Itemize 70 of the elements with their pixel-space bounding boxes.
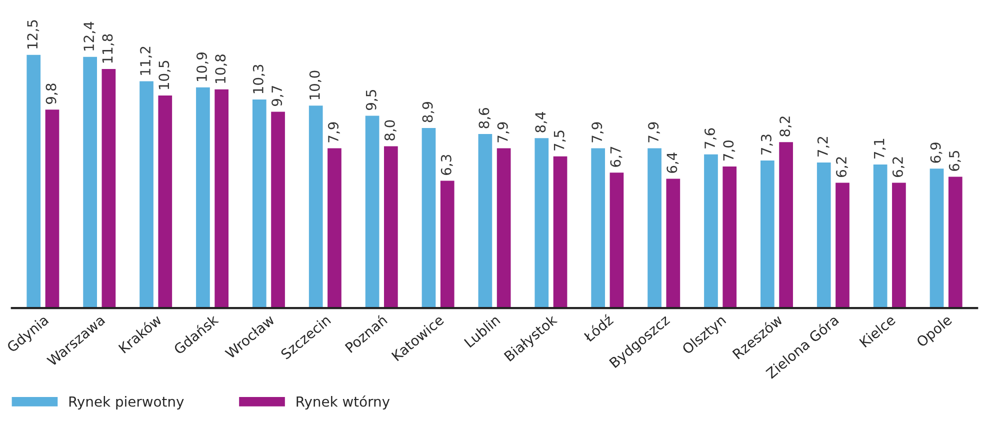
data-label: 6,7	[610, 146, 622, 167]
data-label: 8,2	[780, 116, 792, 136]
bar	[251, 98, 268, 308]
bar	[476, 132, 494, 308]
data-label: 8,9	[422, 102, 434, 122]
bar	[646, 146, 663, 308]
data-label: 6,4	[666, 152, 679, 173]
data-label: 12,4	[84, 22, 96, 50]
data-label: 6,9	[930, 142, 942, 163]
data-label: 7,9	[592, 122, 604, 142]
data-label: 7,9	[497, 122, 510, 142]
bar	[100, 68, 118, 308]
bar	[44, 108, 61, 308]
bar	[664, 177, 682, 308]
data-label: 7,0	[723, 140, 736, 161]
data-label: 10,9	[196, 52, 208, 81]
data-label: 7,3	[760, 134, 773, 154]
data-label: 6,2	[892, 157, 904, 177]
data-label: 7,9	[648, 122, 660, 142]
bar	[25, 53, 42, 308]
bar	[816, 161, 832, 308]
data-label: 12,5	[27, 20, 40, 48]
data-label: 6,3	[440, 154, 453, 175]
data-label: 6,2	[836, 157, 848, 177]
bar	[194, 86, 212, 308]
data-label: 6,5	[948, 150, 961, 171]
data-label: 7,1	[874, 138, 886, 159]
bar	[364, 114, 381, 308]
bar	[947, 175, 964, 308]
data-label: 8,6	[478, 108, 491, 128]
legend-label: Rynek wtórny	[296, 396, 390, 410]
data-label: 9,7	[272, 86, 284, 106]
data-label: 7,6	[704, 128, 716, 148]
bar	[138, 80, 155, 308]
legend-label: Rynek pierwotny	[69, 396, 184, 410]
bar	[890, 181, 908, 308]
bar	[778, 140, 794, 308]
bar	[590, 146, 606, 308]
data-label: 8,4	[535, 112, 548, 132]
bar	[496, 146, 512, 308]
bar	[759, 159, 776, 308]
data-label: 10,3	[252, 64, 265, 94]
bar	[702, 152, 720, 308]
data-label: 11,2	[140, 46, 152, 75]
bar	[721, 165, 738, 308]
bar	[533, 136, 550, 308]
bar	[308, 104, 324, 308]
data-label: 10,5	[158, 60, 171, 90]
bar	[156, 94, 174, 308]
bar	[608, 171, 626, 308]
data-label: 7,5	[554, 130, 566, 150]
bar	[928, 167, 946, 308]
bar	[382, 144, 400, 308]
data-label: 8,0	[384, 120, 396, 140]
bar	[326, 146, 343, 308]
data-label: 7,9	[328, 122, 340, 142]
data-label: 10,8	[215, 54, 228, 83]
bar	[872, 163, 889, 308]
data-label: 9,5	[366, 90, 378, 110]
bar	[834, 181, 851, 308]
bar	[82, 55, 98, 308]
bar	[213, 88, 230, 308]
bar	[439, 179, 456, 308]
data-label: 9,8	[46, 84, 58, 104]
bar	[552, 155, 569, 308]
data-label: 7,2	[817, 136, 830, 156]
bar	[420, 126, 438, 308]
bar	[270, 110, 286, 308]
data-label: 11,8	[102, 34, 114, 63]
data-label: 10,0	[309, 70, 322, 100]
